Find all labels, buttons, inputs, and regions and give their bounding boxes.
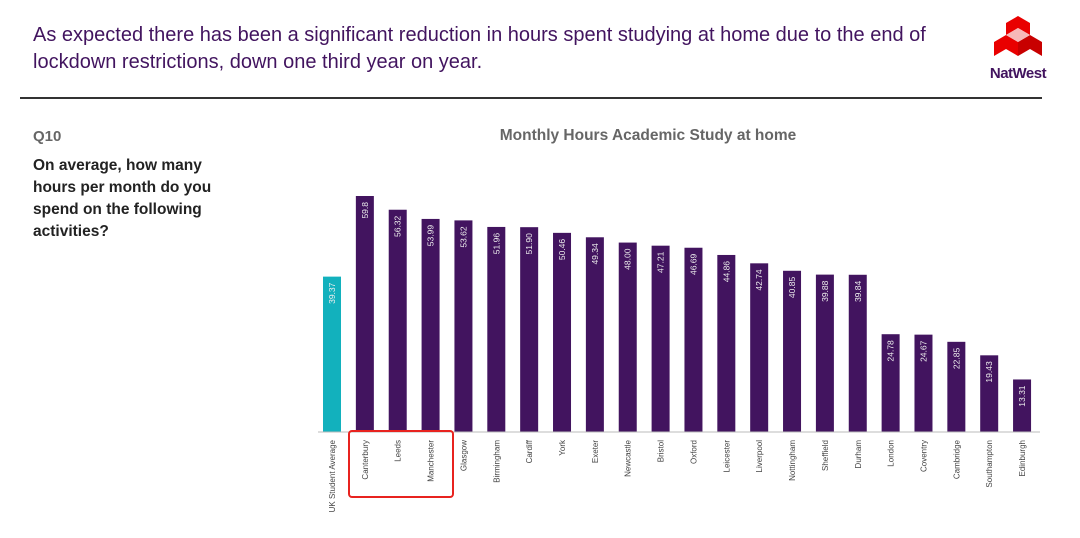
category-label: Coventry	[919, 440, 928, 472]
data-label: 42.74	[754, 269, 764, 291]
category-label: Cardiff	[525, 439, 534, 463]
bar-london	[881, 334, 900, 432]
category-label: Cambridge	[952, 439, 961, 479]
data-label: 40.85	[787, 277, 797, 299]
question-text: On average, how many hours per month do …	[33, 157, 212, 240]
bar-leeds	[388, 209, 407, 432]
category-label: Sheffield	[821, 440, 830, 471]
bar-glasgow	[454, 220, 473, 432]
data-label: 46.69	[688, 253, 698, 275]
bar-durham	[848, 274, 867, 432]
bar-sheffield	[815, 274, 834, 432]
bar-southampton	[980, 355, 999, 432]
bar-coventry	[914, 334, 933, 432]
chart-title: Monthly Hours Academic Study at home	[500, 127, 797, 144]
data-label: 47.21	[656, 251, 666, 273]
category-label: UK Student Average	[328, 439, 337, 512]
category-label: London	[887, 440, 896, 467]
category-label: Durham	[854, 440, 863, 469]
data-label: 50.46	[557, 239, 567, 261]
bar-nottingham	[783, 270, 802, 432]
bar-manchester	[421, 218, 440, 432]
data-label: 49.34	[590, 243, 600, 265]
bar-canterbury	[355, 196, 374, 432]
bar-newcastle	[618, 242, 637, 432]
category-label: Southampton	[985, 440, 994, 488]
category-label: Newcastle	[624, 439, 633, 476]
bar-liverpool	[750, 263, 769, 432]
natwest-cubes-icon	[994, 16, 1042, 56]
headline: As expected there has been a significant…	[33, 24, 926, 73]
data-label: 59.8	[360, 202, 370, 219]
category-label: York	[558, 439, 567, 456]
category-label: Leeds	[394, 440, 403, 462]
data-label: 53.62	[458, 226, 468, 248]
data-label: 53.99	[426, 225, 436, 247]
category-label: Bristol	[657, 440, 666, 462]
brand-name: NatWest	[989, 65, 1047, 82]
bar-cambridge	[947, 341, 966, 432]
bar-edinburgh	[1013, 379, 1032, 432]
data-label: 13.31	[1017, 385, 1027, 407]
data-label: 19.43	[984, 361, 994, 383]
data-label: 39.88	[820, 280, 830, 302]
data-label: 51.90	[524, 233, 534, 255]
data-label: 39.84	[853, 281, 863, 303]
bar-leicester	[717, 254, 736, 432]
bar-bristol	[651, 245, 670, 432]
category-label: Manchester	[427, 440, 436, 482]
data-label: 51.96	[491, 233, 501, 255]
data-label: 24.67	[918, 340, 928, 362]
data-label: 56.32	[393, 215, 403, 237]
bar-oxford	[684, 247, 703, 432]
bar-exeter	[585, 237, 604, 432]
category-label: Liverpool	[755, 440, 764, 473]
category-label: Canterbury	[361, 440, 370, 480]
bar-york	[553, 232, 572, 432]
highlight-box	[348, 430, 454, 498]
category-label: Birmingham	[492, 440, 501, 483]
category-label: Nottingham	[788, 440, 797, 481]
data-label: 44.86	[721, 261, 731, 283]
category-label: Exeter	[591, 440, 600, 463]
divider	[20, 97, 1042, 99]
data-label: 24.78	[886, 340, 896, 362]
category-label: Glasgow	[459, 440, 468, 471]
data-label: 39.37	[327, 282, 337, 304]
bar-cardiff	[520, 227, 539, 432]
bar-uk-student-average	[323, 276, 341, 432]
category-label: Oxford	[689, 440, 698, 464]
data-label: 48.00	[623, 248, 633, 270]
bar-birmingham	[487, 226, 506, 432]
category-label: Leicester	[722, 440, 731, 473]
category-label: Edinburgh	[1018, 440, 1027, 476]
question-number: Q10	[33, 128, 62, 145]
natwest-logo: NatWest	[978, 14, 1058, 82]
data-label: 22.85	[951, 348, 961, 370]
